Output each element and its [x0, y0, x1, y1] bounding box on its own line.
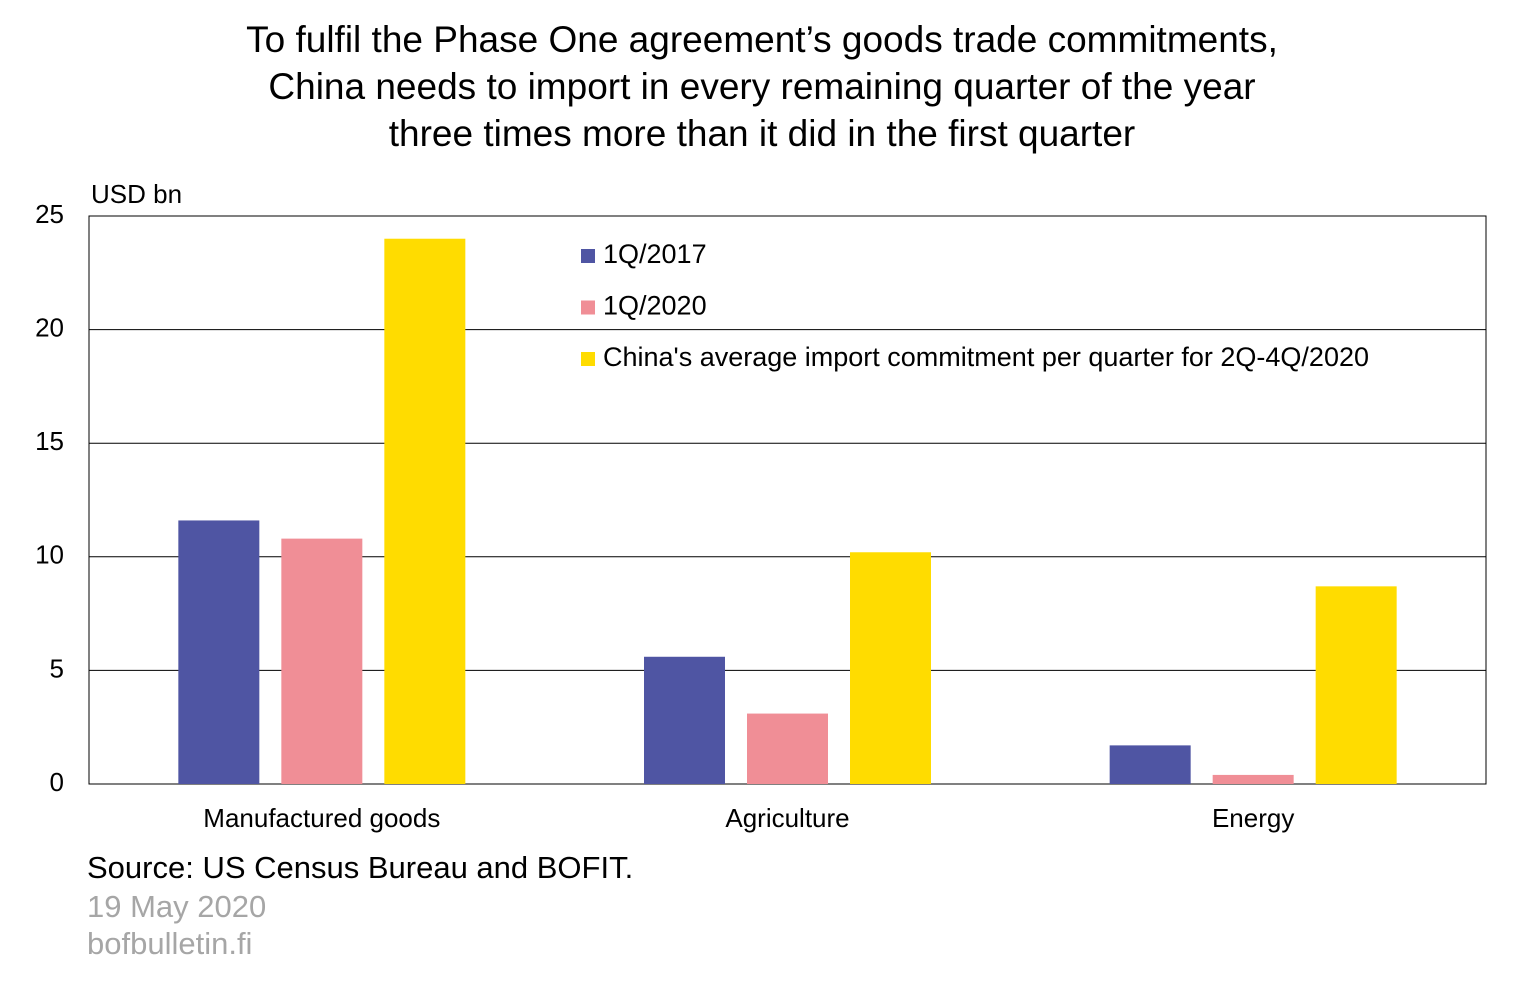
bar: [1212, 774, 1294, 784]
legend-swatch: [581, 249, 595, 263]
bar: [384, 238, 466, 785]
legend-label: 1Q/2017: [603, 239, 707, 269]
legend-label: China's average import commitment per qu…: [603, 342, 1369, 372]
bar: [281, 538, 363, 784]
date: 19 May 2020: [87, 889, 266, 924]
x-tick-label: Energy: [1212, 803, 1294, 833]
legend-label: 1Q/2020: [603, 291, 707, 321]
bar: [747, 713, 828, 784]
y-tick-label: 10: [35, 540, 64, 570]
bar: [850, 552, 931, 784]
legend-swatch: [581, 352, 595, 366]
bar: [1109, 745, 1191, 784]
x-tick-label: Manufactured goods: [203, 803, 440, 833]
y-tick-label: 0: [50, 767, 64, 797]
site: bofbulletin.fi: [87, 926, 252, 961]
chart-title: three times more than it did in the firs…: [389, 113, 1136, 154]
y-tick-label: 5: [50, 653, 64, 683]
legend-swatch: [581, 300, 595, 315]
x-tick-label: Agriculture: [725, 803, 849, 833]
chart-title: To fulfil the Phase One agreement’s good…: [246, 19, 1278, 60]
chart-title: China needs to import in every remaining…: [268, 66, 1255, 107]
y-tick-label: 15: [35, 426, 64, 456]
bar: [178, 520, 260, 784]
bar: [1315, 586, 1397, 784]
source: Source: US Census Bureau and BOFIT.: [87, 850, 633, 885]
y-tick-label: 25: [35, 199, 64, 229]
y-axis-label: USD bn: [91, 179, 182, 209]
bar: [644, 656, 725, 784]
y-tick-label: 20: [35, 312, 64, 342]
